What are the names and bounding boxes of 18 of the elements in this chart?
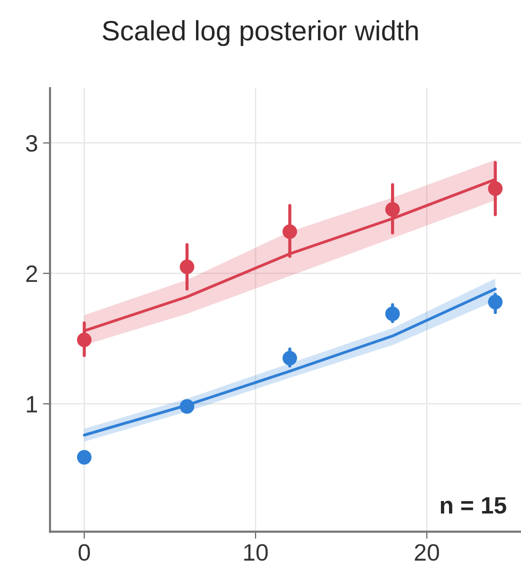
- x-tick-label: 10: [244, 544, 268, 561]
- annotation: n = 15: [440, 497, 506, 514]
- point: [180, 260, 194, 274]
- chart-title: Scaled log posterior width: [102, 20, 418, 46]
- point: [385, 306, 400, 322]
- x-tick-label: 20: [414, 544, 440, 561]
- point: [488, 181, 503, 196]
- y-tick-label: 2: [26, 265, 38, 282]
- point: [76, 450, 92, 465]
- point: [180, 399, 194, 414]
- y-tick-label: 1: [26, 396, 38, 412]
- x-tick-label: 0: [78, 544, 90, 561]
- point: [385, 202, 400, 217]
- point: [76, 332, 92, 348]
- point: [282, 224, 298, 239]
- point: [282, 350, 298, 366]
- y-tick-label: 3: [26, 134, 38, 152]
- point: [488, 294, 503, 310]
